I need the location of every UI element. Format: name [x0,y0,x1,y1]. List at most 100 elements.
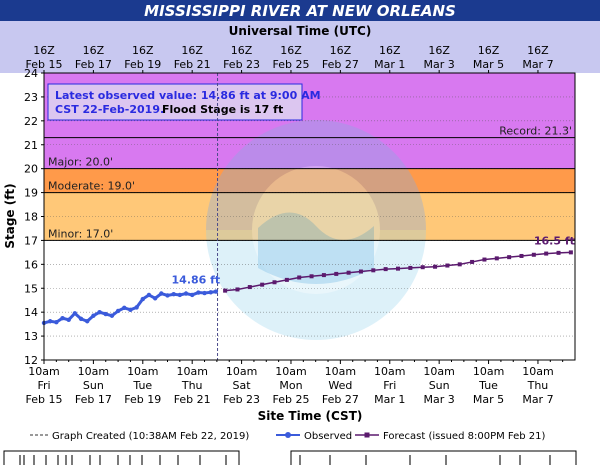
observed-point [72,311,78,316]
utc-tick-label: 16Z [428,44,450,57]
x-tick-label: 10am [78,365,109,378]
x-tick-label: 10am [127,365,158,378]
utc-tick-label: Mar 7 [522,58,553,71]
observed-point [196,290,201,295]
forecast-point [494,256,499,261]
flood-label-major: Major: 20.0' [48,156,113,169]
y-tick-label: 12 [24,354,38,367]
forecast-point [420,265,425,270]
observed-point [189,292,195,298]
forecast-point [457,262,462,267]
observed-point [85,319,90,324]
forecast-last-value-label: 16.5 ft [534,234,575,247]
observed-point [103,311,108,317]
observed-last-value-label: 14.86 ft [172,274,221,287]
forecast-point [334,271,339,276]
observed-point [122,305,127,311]
observed-point [97,309,102,315]
plot-frame [43,72,576,361]
y-tick-label: 23 [24,91,38,104]
utc-tick-label: Feb 19 [124,58,161,71]
forecast-point [408,265,413,270]
forecast-point [321,273,326,278]
utc-tick-label: Mar 3 [424,58,455,71]
legend-observed-marker [285,432,291,438]
legend: Graph Created (10:38AM Feb 22, 2019) Obs… [30,431,546,442]
chart-title: MISSISSIPPI RIVER AT NEW ORLEANS [144,2,456,20]
forecast-point [297,275,302,280]
utc-tick-label: Feb 21 [174,58,211,71]
observed-point [165,293,170,298]
observed-point [91,313,96,318]
latest-observation-box [47,83,303,121]
observed-point [171,292,176,297]
utc-tick-label: Feb 25 [272,58,309,71]
observed-point [66,317,71,323]
utc-tick-label: 16Z [330,44,352,57]
observed-point [177,292,183,298]
band-minor [44,192,575,241]
observed-point [109,313,115,318]
band-moderate-fill [44,168,575,193]
utc-tick-label: 16Z [231,44,253,57]
forecast-point [556,250,561,255]
x-tick-label: Fri [383,379,396,392]
y-tick-label: 21 [24,139,38,152]
utc-tick-label: 16Z [83,44,105,57]
x-tick-label: Feb 27 [322,393,359,406]
flood-label-moderate: Moderate: 19.0' [48,180,135,193]
y-tick-label: 22 [24,115,38,128]
utc-tick-label: Mar 5 [473,58,504,71]
observed-point [54,320,59,325]
x-tick-label: Mar 3 [424,393,455,406]
forecast-point [531,252,536,257]
title-bar [0,0,600,21]
observed-point [140,296,145,302]
flood-label-minor: Minor: 17.0' [48,227,113,240]
forecast-point [519,253,524,258]
x-tick-label: Feb 23 [223,393,260,406]
y-tick-labels: 12 13 14 15 16 17 18 19 20 21 22 23 24 [24,67,44,367]
utc-tick-label: Feb 23 [223,58,260,71]
forecast-point [507,255,512,260]
x-tick-label: Tue [132,379,152,392]
x-tick-label: 10am [522,365,553,378]
x-tick-label: Mar 5 [473,393,504,406]
series-layer: 14.86 ft 16.5 ft [41,73,575,360]
utc-tick-label: 16Z [478,44,500,57]
flood-stage-note: Flood Stage is 17 ft [162,103,283,116]
x-tick-label: 10am [423,365,454,378]
x-tick-label: Fri [37,379,50,392]
forecast-point [284,277,289,282]
observed-point [128,307,133,312]
x-tick-label: Sun [83,379,104,392]
x-tick-label: Tue [478,379,498,392]
utc-tick-label: 16Z [379,44,401,57]
forecast-point [445,263,450,268]
observed-point [115,308,121,314]
x-tick-label: 10am [325,365,356,378]
y-tick-label: 20 [24,163,38,176]
utc-tick-label: 16Z [33,44,55,57]
y-tick-label: 18 [24,211,38,224]
observed-point [202,290,207,296]
y-tick-label: 13 [24,330,38,343]
x-tick-label: 10am [473,365,504,378]
utc-tick-label: Feb 15 [26,58,63,71]
forecast-point [482,257,487,262]
x-tick-label: Sat [233,379,252,392]
x-tick-label: 10am [226,365,257,378]
forecast-point [309,274,314,279]
forecast-point [346,270,351,275]
forecast-point [568,250,573,255]
noaa-watermark-logo [206,120,426,340]
y-gridlines [44,72,575,361]
x-tick-label: 10am [28,365,59,378]
forecast-point [272,280,277,285]
flood-category-bands [44,73,575,360]
legend-forecast-marker [364,432,370,438]
x-tick-label: Feb 19 [124,393,161,406]
forecast-point [383,267,388,272]
x-tick-label: Mar 1 [374,393,405,406]
